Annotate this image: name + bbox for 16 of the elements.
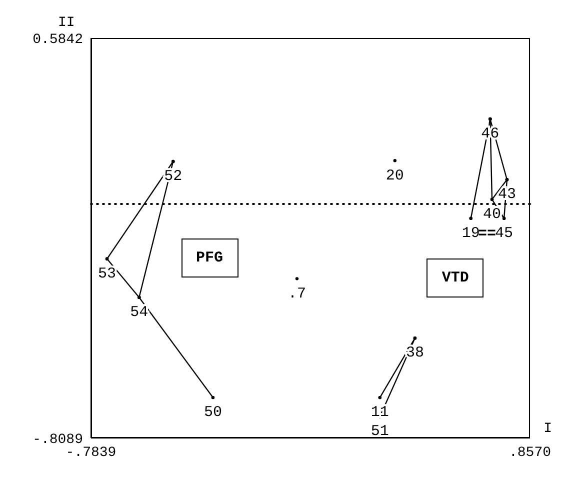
x-axis-title: I <box>544 421 552 437</box>
annotation: 19 <box>462 224 480 242</box>
annotation: 54 <box>130 304 148 321</box>
annotation: 53 <box>98 265 116 282</box>
annotation: PFG <box>181 238 238 278</box>
annotation: 40 <box>483 206 502 224</box>
annotation: 20 <box>386 167 404 184</box>
x-tick-label: .8570 <box>508 444 552 461</box>
annotation: == <box>478 226 496 242</box>
annotation: .7 <box>288 285 306 302</box>
annotation: 50 <box>204 404 222 422</box>
y-axis-title: II <box>58 14 75 31</box>
annotation: 45 <box>495 224 514 242</box>
annotation: VTD <box>426 258 484 298</box>
y-tick-label: 0.5842 <box>32 32 83 48</box>
annotation: 51 <box>370 423 389 440</box>
